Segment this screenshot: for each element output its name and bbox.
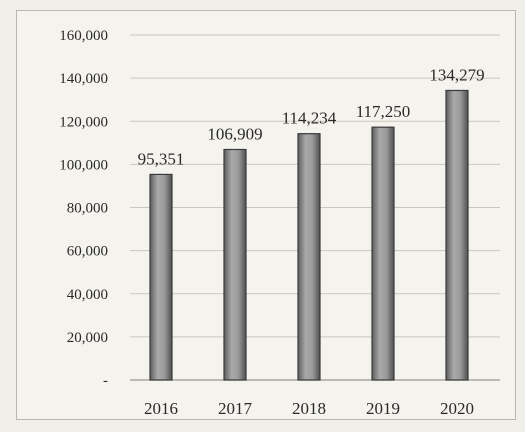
bar-2020 xyxy=(445,89,469,381)
bar-2019 xyxy=(371,126,395,381)
x-axis-tick-labels: 2016 2017 2018 2019 2020 xyxy=(144,399,474,418)
y-tick-label: 120,000 xyxy=(59,114,108,130)
bar-2018 xyxy=(297,133,321,381)
data-label-2018: 114,234 xyxy=(282,109,337,128)
bar-2017 xyxy=(223,148,247,381)
data-labels: 95,351 106,909 114,234 117,250 134,279 xyxy=(138,65,485,168)
bars xyxy=(149,89,469,381)
y-tick-label: 100,000 xyxy=(59,157,108,173)
data-label-2017: 106,909 xyxy=(207,124,262,143)
y-tick-label: 140,000 xyxy=(59,71,108,87)
y-tick-label: - xyxy=(103,373,108,389)
y-axis-tick-labels: - 20,000 40,000 60,000 80,000 100,000 120,000 1… xyxy=(59,28,108,389)
data-label-2020: 134,279 xyxy=(429,65,484,84)
x-tick-label-2016: 2016 xyxy=(144,399,178,418)
y-tick-label: 60,000 xyxy=(67,244,108,260)
y-tick-label: 160,000 xyxy=(59,28,108,44)
y-tick-label: 20,000 xyxy=(67,330,108,346)
bar-2016 xyxy=(149,173,173,381)
data-label-2019: 117,250 xyxy=(356,102,411,121)
x-tick-label-2018: 2018 xyxy=(292,399,326,418)
data-label-2016: 95,351 xyxy=(138,149,185,168)
x-tick-label-2019: 2019 xyxy=(366,399,400,418)
x-tick-label-2017: 2017 xyxy=(218,399,253,418)
x-tick-label-2020: 2020 xyxy=(440,399,474,418)
y-tick-label: 80,000 xyxy=(67,201,108,217)
y-tick-label: 40,000 xyxy=(67,287,108,303)
